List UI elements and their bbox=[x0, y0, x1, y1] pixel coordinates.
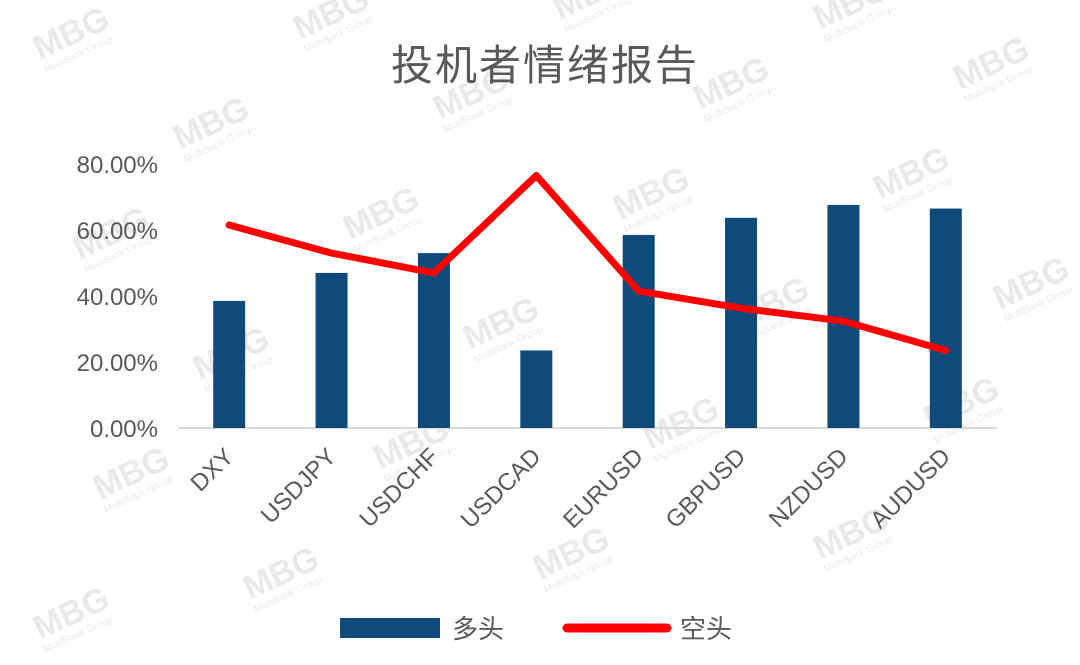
chart-title: 投机者情绪报告 bbox=[391, 41, 699, 90]
line-point-usdjpy bbox=[328, 249, 336, 257]
legend-swatch-long bbox=[340, 618, 440, 638]
bar-eurusd bbox=[622, 234, 655, 428]
line-point-dxy bbox=[225, 221, 233, 229]
line-point-usdcad bbox=[532, 172, 540, 180]
bar-usdchf bbox=[417, 253, 450, 428]
x-tick-label: AUDUSD bbox=[865, 443, 956, 534]
y-tick-label: 20.00% bbox=[77, 350, 158, 377]
y-axis: 0.00% 20.00% 40.00% 60.00% 80.00% bbox=[77, 152, 158, 443]
y-tick-label: 60.00% bbox=[77, 218, 158, 245]
line-point-eurusd bbox=[635, 287, 643, 295]
y-tick-label: 80.00% bbox=[77, 152, 158, 179]
legend-label-short: 空头 bbox=[680, 615, 732, 645]
bar-usdcad bbox=[520, 350, 553, 428]
x-tick-label: USDJPY bbox=[256, 443, 342, 529]
bar-audusd bbox=[929, 208, 962, 428]
bar-gbpusd bbox=[725, 217, 758, 428]
bar-usdjpy bbox=[315, 272, 348, 428]
line-point-nzdusd bbox=[839, 317, 847, 325]
line-series bbox=[225, 172, 950, 354]
legend: 多头 空头 bbox=[340, 615, 732, 645]
line-point-gbpusd bbox=[737, 304, 745, 312]
line-short bbox=[225, 172, 950, 354]
x-tick-label: EURUSD bbox=[558, 443, 649, 534]
bar-dxy bbox=[213, 300, 246, 428]
y-tick-label: 40.00% bbox=[77, 284, 158, 311]
legend-label-long: 多头 bbox=[452, 615, 504, 645]
line-point-audusd bbox=[942, 346, 950, 354]
x-tick-label: USDCAD bbox=[456, 443, 547, 534]
line-point-usdchf bbox=[430, 269, 438, 277]
y-tick-label: 0.00% bbox=[90, 416, 158, 443]
bar-series bbox=[213, 204, 962, 428]
x-tick-label: DXY bbox=[185, 443, 239, 497]
